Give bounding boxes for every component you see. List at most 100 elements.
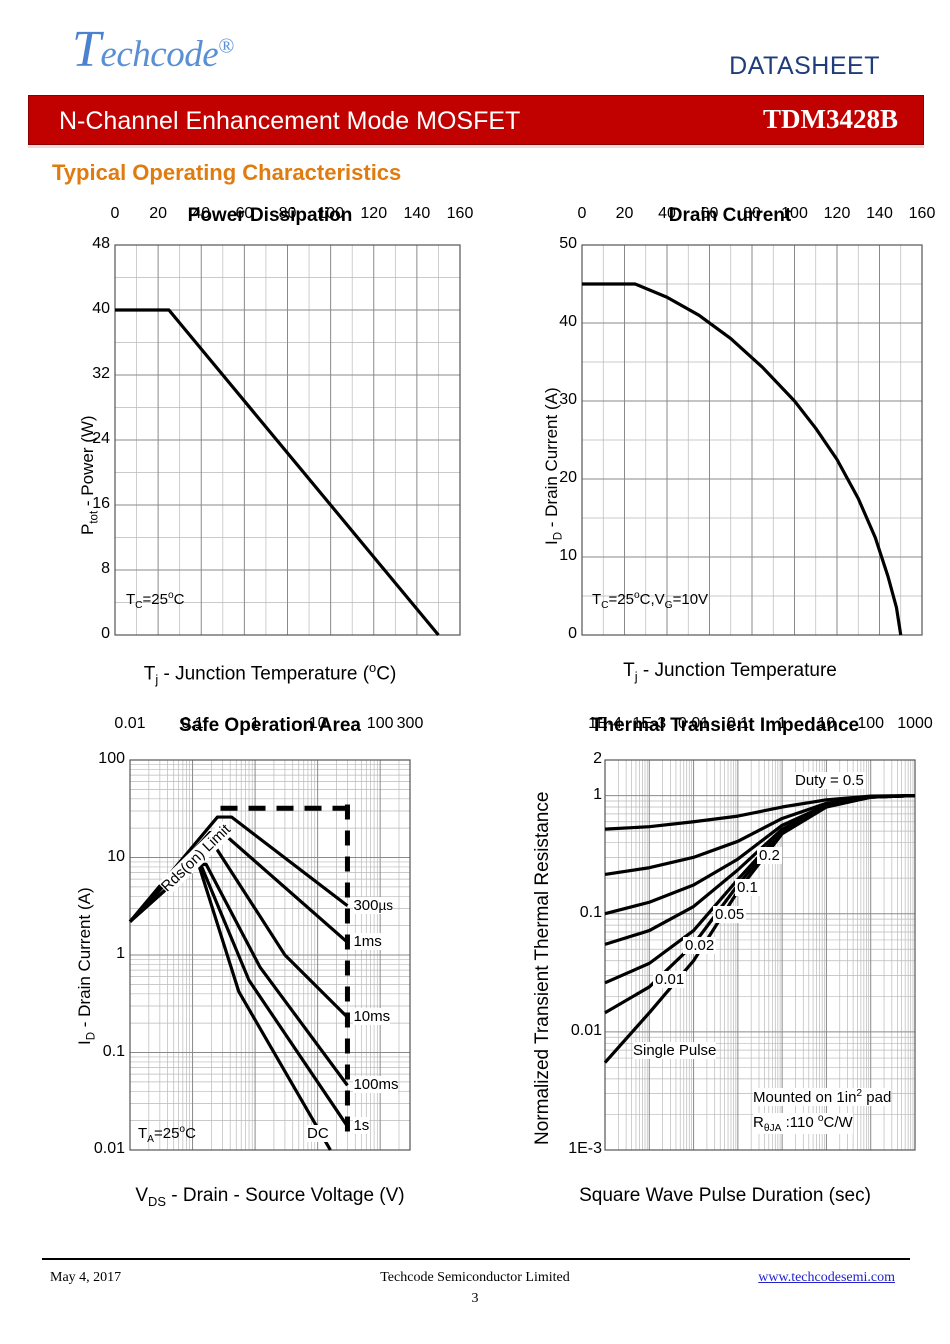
product-title: N-Channel Enhancement Mode MOSFET [59,107,521,135]
x-tick: 140 [866,205,893,222]
x-tick: 140 [403,205,431,222]
x-axis-label: Tj - Junction Temperature [623,660,837,684]
series-Id vs Tj [582,282,903,636]
registered-trademark-icon: ® [218,33,234,58]
soa-curve-label: 10ms [353,1008,391,1026]
y-tick: 100 [98,750,125,767]
dc-curve-label: DC [307,1125,329,1142]
chart-safe-operation-area: Safe Operation Area 0.01 0.1 1 10 100 0.01 0.1 1… [60,715,480,1225]
y-tick: 0 [101,625,110,642]
x-tick: 1 [250,715,260,732]
chart-title: Drain Current [668,205,792,226]
x-tick: 0.01 [114,715,146,732]
y-tick: 10 [559,547,577,564]
y-tick: 48 [92,235,110,252]
x-tick: 40 [192,205,211,222]
x-tick: 100 [317,205,344,222]
x-tick: 10 [308,715,327,732]
y-tick: 30 [559,391,577,408]
footer-divider [42,1258,910,1260]
chart-power-dissipation: Power Dissipation 0 8 16 24 32 40 48 0 20 40 60 80 10… [60,205,480,695]
y-tick: 40 [92,300,110,317]
x-tick: 1E-3 [632,715,667,732]
footer-website-link[interactable]: www.techcodesemi.com [758,1270,895,1285]
x-tick: 300 [396,715,424,732]
x-tick: 0 [577,205,587,222]
single-pulse-label: Single Pulse [633,1042,717,1059]
x-tick: 1 [777,715,787,732]
x-tick: 1000 [897,715,933,732]
chart-annotation: TC=25oC [126,590,185,611]
x-tick: 100 [781,205,808,222]
mounting-note: Mounted on 1in2 pad [753,1088,892,1106]
y-tick: 32 [92,365,110,382]
x-tick: 160 [446,205,474,222]
y-tick: 0.1 [102,1042,125,1060]
footer-page-number: 3 [471,1291,479,1306]
x-tick: 80 [278,205,297,222]
x-axis-label: Tj - Junction Temperature (oC) [143,660,397,688]
y-tick: 0.01 [570,1021,602,1039]
soa-curve-label: 1ms [353,933,382,951]
power-dissipation-plot [114,244,461,637]
title-banner: N-Channel Enhancement Mode MOSFET TDM342… [28,95,924,145]
y-tick: 0.01 [93,1140,125,1157]
y-tick: 50 [559,235,577,252]
footer-date: May 4, 2017 [50,1270,122,1285]
x-tick: 0.1 [181,715,204,732]
x-tick: 60 [235,205,254,222]
x-tick: 120 [360,205,388,222]
y-tick: 24 [92,430,110,447]
chart-annotation: TA=25oC [138,1124,196,1145]
y-tick: 1 [116,945,125,962]
logo-letter-t: T [72,21,101,78]
footer-company: Techcode Semiconductor Limited [380,1270,570,1285]
y-axis-label: ID - Drain Current (A) [75,887,98,1045]
x-tick: 20 [615,205,634,222]
soa-curve-label: 100ms [353,1076,399,1094]
x-tick: 0.1 [726,715,749,732]
y-tick: 0 [568,625,577,642]
soa-curve-label: 300µs [353,896,394,914]
y-tick: 10 [107,847,125,865]
x-tick: 20 [149,205,168,222]
chart-drain-current: Drain Current 0 10 20 30 40 50 0 20 40 60 80 100 120 1… [520,205,940,695]
duty-cycle-label: 0.2 [757,847,782,864]
soa-curve-label: 1s [353,1117,370,1135]
duty-cycle-label: 0.01 [653,971,687,988]
chart-title: Power Dissipation [187,205,353,226]
x-axis-label: VDS - Drain - Source Voltage (V) [135,1185,405,1209]
company-logo: Techcode® [72,24,234,76]
y-axis-label: Normalized Transient Thermal Resistance [532,791,553,1145]
x-tick: 0.01 [677,715,710,732]
y-tick: 40 [559,313,577,330]
x-axis-label: Square Wave Pulse Duration (sec) [579,1185,871,1206]
part-number: TDM3428B [763,104,898,134]
y-axis-label: ID - Drain Current (A) [542,387,565,545]
chart-thermal-transient-impedance: Thermal Transient Impedance 1E-3 0.01 0.1 1 2… [510,715,940,1225]
x-tick: 0 [110,205,120,222]
x-tick: 160 [908,205,936,222]
duty-cycle-label: Duty = 0.5 [793,772,866,789]
chart-title: Thermal Transient Impedance [590,715,860,736]
datasheet-label: DATASHEET [729,52,880,80]
x-tick: 80 [743,205,761,222]
y-tick: 1 [593,785,602,803]
duty-cycle-label: 0.02 [683,937,717,954]
chart-title: Safe Operation Area [179,715,361,736]
duty-cycle-label: 0.05 [713,906,747,923]
drain-current-plot [581,244,923,636]
y-tick: 0.1 [579,903,602,921]
thermal-resistance-note: RθJA :110 oC/W [753,1113,853,1134]
y-tick: 16 [92,495,110,512]
y-axis-label: Ptot - Power (W) [78,415,101,535]
x-tick: 100 [366,715,394,732]
y-tick: 8 [101,560,110,577]
duty-cycle-label: 0.1 [735,879,760,896]
x-tick: 10 [817,715,836,732]
x-tick: 100 [857,715,885,732]
logo-wordmark: echcode [100,34,219,75]
y-tick: 1E-3 [568,1140,602,1157]
section-heading: Typical Operating Characteristics [52,160,402,185]
x-tick: 120 [823,205,851,222]
